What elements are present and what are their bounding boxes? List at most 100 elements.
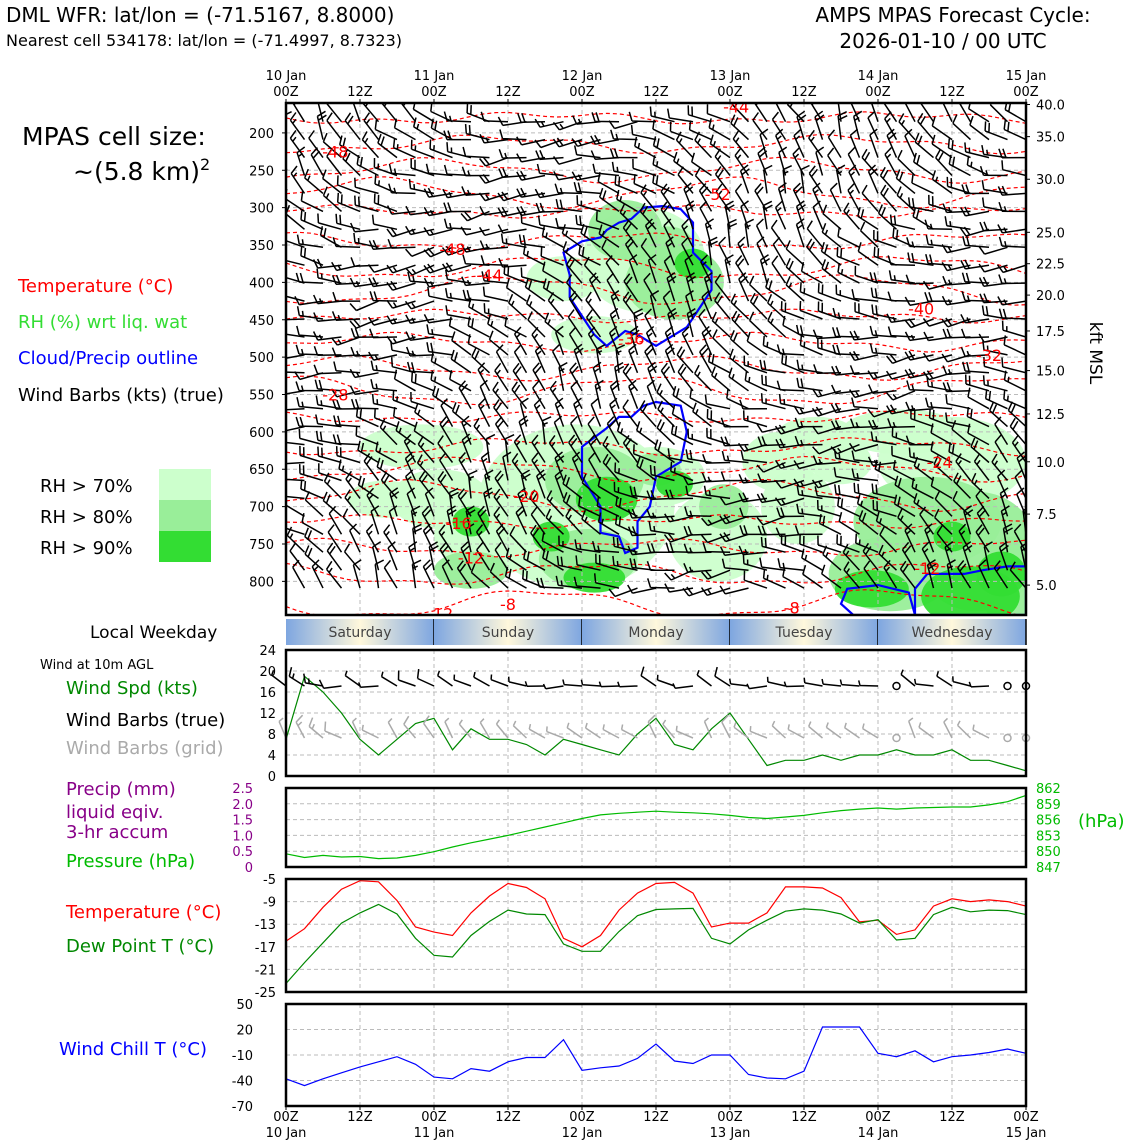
profile-wind-barb [345,470,361,499]
wind10m-barb [416,669,435,687]
profile-wind-barb [761,374,786,392]
profile-wind-barb [460,210,490,222]
profile-wind-barb [494,542,509,571]
profile-wind-barb [843,202,861,230]
profile-wind-barb [530,524,546,553]
pressure-tick-label: 550 [249,389,274,404]
precip-tick-label: 2.0 [232,798,253,813]
profile-wind-barb [707,236,718,266]
kft-tick-label: 15.0 [1036,365,1065,380]
profile-wind-barb [780,301,805,320]
cloud-outline-lower [580,400,688,555]
profile-wind-barb [376,457,398,482]
profile-wind-barb [698,308,713,338]
profile-wind-barb [649,106,675,123]
profile-wind-barb [799,335,823,356]
profile-wind-barb [542,261,564,284]
profile-wind-barb [821,259,842,284]
profile-wind-barb [317,213,342,231]
profile-wind-barb [296,397,324,410]
wind10m-barb [728,678,749,687]
bottom-hour-label: 00Z [569,1110,595,1125]
profile-wind-barb [869,325,897,338]
profile-wind-barb [458,380,472,410]
profile-wind-barb [479,379,491,409]
pressure-tick-label: 200 [249,127,274,142]
profile-wind-barb [627,584,657,594]
temp-frame [284,877,1028,994]
profile-wind-barb [774,424,805,435]
profile-wind-barb [755,218,768,248]
profile-wind-barb [392,407,416,428]
profile-wind-barb [941,262,971,272]
profile-wind-barb [906,237,934,249]
bottom-hour-label: 12Z [791,1110,817,1125]
profile-wind-barb [315,414,342,428]
profile-wind-barb [568,290,583,320]
profile-wind-barb [997,185,1026,196]
profile-wind-barb [993,560,1009,589]
profile-wind-barb [480,255,509,266]
profile-wind-barb [375,441,398,464]
profile-wind-barb [776,344,805,356]
profile-wind-barb [597,172,620,195]
profile-wind-barb [978,245,1008,255]
profile-wind-barb [495,344,509,374]
profile-wind-barb [304,527,324,553]
profile-wind-barb [342,149,361,177]
profile-wind-barb [318,463,342,482]
profile-wind-barb [371,394,398,410]
profile-wind-barb [738,492,768,503]
profile-wind-barb [979,165,1008,177]
profile-wind-barb [441,262,472,273]
profile-wind-barb [721,450,749,464]
legend-wind-speed: Wind Spd (kts) [66,678,198,699]
temperature-label: -44 [723,98,749,117]
pressure-line [285,794,1027,860]
chill-tick-label: -70 [232,1100,253,1115]
profile-wind-barb [423,277,453,288]
profile-wind-barb [961,184,990,195]
profile-wind-barb [500,233,527,249]
profile-wind-barb [720,417,749,428]
profile-wind-barb [629,325,640,356]
profile-wind-barb [687,428,712,446]
profile-wind-barb [734,183,750,212]
profile-wind-barb [711,311,731,338]
profile-wind-barb [335,213,361,231]
profile-wind-barb [535,150,564,161]
temperature-label: -12 [458,548,484,567]
profile-wind-barb [460,226,490,236]
profile-wind-barb [545,508,565,535]
profile-wind-barb [904,103,916,123]
profile-wind-barb [587,326,602,356]
profile-wind-barb [470,563,490,589]
pressure-tick-label: 862 [1036,782,1061,797]
profile-wind-barb [310,147,324,176]
profile-wind-barb [493,488,509,517]
profile-wind-barb [831,327,860,338]
wind10m-barb-calm [892,681,901,691]
chill-tick-label: 50 [236,998,253,1013]
profile-wind-barb [895,169,916,194]
profile-wind-barb [771,111,787,141]
profile-wind-barb [969,115,990,141]
profile-wind-barb [494,362,509,392]
pressure-tick-label: 859 [1036,798,1061,813]
top-date-label: 12 Jan [562,69,603,84]
profile-wind-barb [707,352,731,374]
profile-wind-barb [984,389,1008,410]
profile-wind-barb [443,111,472,123]
profile-wind-barb [516,136,546,146]
kft-tick-label: 17.5 [1036,325,1065,340]
legend-rh90: RH > 90% [40,538,133,559]
profile-wind-barb [516,153,546,163]
profile-wind-barb [367,264,398,273]
profile-wind-barb [924,523,935,553]
bottom-hour-label: 12Z [643,1110,669,1125]
profile-wind-barb [374,119,398,141]
wind10m-grid-barb [703,717,713,739]
profile-wind-barb [286,354,305,359]
temperature-label: -16 [446,514,472,533]
cloud-outline-b2 [913,565,1026,615]
